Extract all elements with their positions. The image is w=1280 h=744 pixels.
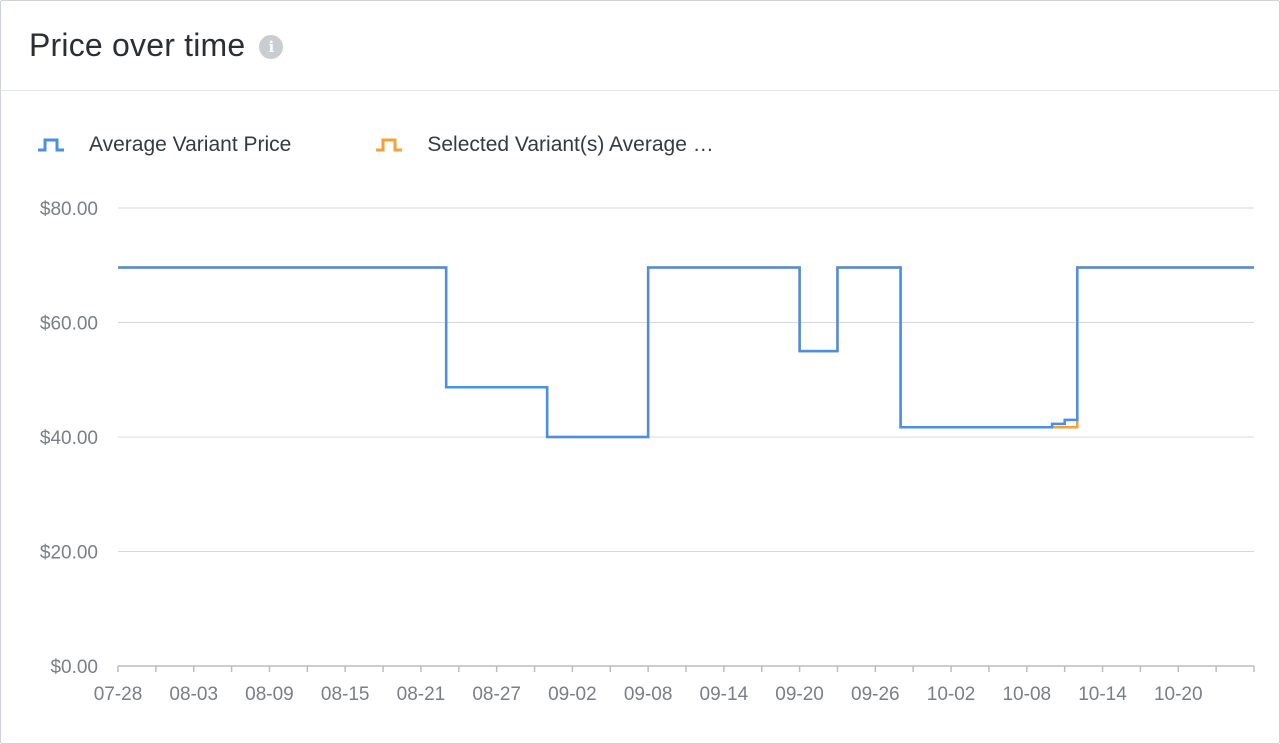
y-tick-label: $60.00 — [40, 314, 98, 335]
panel-header: Price over time i — [1, 1, 1279, 91]
legend-item-selected-variants-average[interactable]: Selected Variant(s) Average … — [375, 133, 714, 157]
x-tick-label: 09-08 — [624, 684, 673, 705]
series-line-selected-variants-average[interactable] — [118, 266, 1254, 439]
legend-label: Selected Variant(s) Average … — [427, 133, 714, 156]
x-tick-label: 10-20 — [1154, 684, 1203, 705]
x-tick-label: 09-20 — [775, 684, 824, 705]
grid-layer — [118, 207, 1254, 552]
x-tick-label: 08-09 — [245, 684, 294, 705]
y-tick-label: $80.00 — [40, 199, 98, 220]
y-tick-label: $20.00 — [40, 543, 98, 564]
x-tick-label: 10-14 — [1078, 684, 1127, 705]
x-tick-label: 10-08 — [1002, 684, 1051, 705]
x-tick-label: 09-14 — [700, 684, 749, 705]
x-tick-label: 07-28 — [94, 684, 143, 705]
y-tick-label: $40.00 — [40, 428, 98, 449]
legend-label: Average Variant Price — [89, 133, 292, 156]
y-tick-label: $0.00 — [50, 657, 98, 678]
x-tick-label: 08-03 — [169, 684, 218, 705]
x-axis: $0.00 $20.00 $40.00 $60.00 $80.00 07-28 08-03 0… — [40, 199, 1255, 705]
series-layer — [118, 266, 1254, 439]
x-tick-label: 09-26 — [851, 684, 900, 705]
info-icon[interactable]: i — [259, 34, 284, 59]
x-tick-label: 08-15 — [321, 684, 370, 705]
chart-legend: Average Variant Price Selected Variant(s… — [37, 133, 798, 157]
step-line-icon — [376, 138, 403, 152]
step-line-icon — [38, 138, 64, 152]
series-line-average-variant-price[interactable] — [118, 266, 1254, 439]
x-tick-label: 08-21 — [397, 684, 446, 705]
x-tick-label: 10-02 — [927, 684, 976, 705]
legend-item-average-variant-price[interactable]: Average Variant Price — [37, 133, 291, 157]
x-tick-label: 08-27 — [472, 684, 521, 705]
panel-title: Price over time — [29, 27, 246, 63]
x-tick-label: 09-02 — [548, 684, 597, 705]
